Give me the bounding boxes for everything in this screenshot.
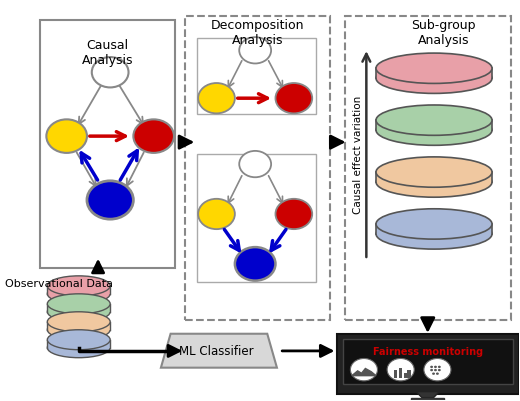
Polygon shape <box>161 334 277 368</box>
Circle shape <box>432 373 435 375</box>
Ellipse shape <box>47 302 110 322</box>
Circle shape <box>438 366 441 368</box>
FancyBboxPatch shape <box>197 39 316 115</box>
Circle shape <box>87 181 133 220</box>
Bar <box>399 368 402 378</box>
Polygon shape <box>376 121 492 131</box>
FancyBboxPatch shape <box>345 17 511 320</box>
Ellipse shape <box>47 294 110 314</box>
Polygon shape <box>352 369 376 376</box>
Circle shape <box>276 199 312 229</box>
Circle shape <box>235 247 276 281</box>
Text: Decomposition
Analysis: Decomposition Analysis <box>211 19 304 47</box>
Bar <box>394 371 397 378</box>
Polygon shape <box>47 304 110 312</box>
Circle shape <box>133 120 174 154</box>
Text: Sub-group
Analysis: Sub-group Analysis <box>411 19 476 47</box>
FancyBboxPatch shape <box>197 155 316 282</box>
FancyBboxPatch shape <box>185 17 330 320</box>
Circle shape <box>276 84 312 114</box>
Text: Causal
Analysis: Causal Analysis <box>82 39 134 67</box>
Circle shape <box>430 369 433 371</box>
Circle shape <box>434 366 437 368</box>
Ellipse shape <box>47 284 110 304</box>
Circle shape <box>387 358 414 381</box>
Circle shape <box>438 369 441 371</box>
Circle shape <box>198 199 235 229</box>
Text: Causal effect variation: Causal effect variation <box>353 96 363 214</box>
Circle shape <box>239 38 271 64</box>
Polygon shape <box>47 286 110 294</box>
Circle shape <box>350 358 378 381</box>
Circle shape <box>239 152 271 178</box>
Polygon shape <box>47 322 110 330</box>
Text: ML Classifier: ML Classifier <box>179 344 254 358</box>
Ellipse shape <box>376 64 492 94</box>
Ellipse shape <box>376 115 492 146</box>
Ellipse shape <box>47 320 110 340</box>
Bar <box>408 370 411 378</box>
Text: Observational Data: Observational Data <box>5 278 113 288</box>
Ellipse shape <box>47 312 110 332</box>
Ellipse shape <box>376 168 492 198</box>
FancyBboxPatch shape <box>337 334 518 394</box>
Circle shape <box>430 366 433 368</box>
Circle shape <box>436 373 439 375</box>
Polygon shape <box>376 69 492 79</box>
Ellipse shape <box>376 209 492 239</box>
Polygon shape <box>47 340 110 348</box>
Text: Fairness monitoring: Fairness monitoring <box>373 346 483 356</box>
Ellipse shape <box>376 219 492 249</box>
Circle shape <box>424 358 451 381</box>
Circle shape <box>198 84 235 114</box>
Polygon shape <box>376 172 492 182</box>
FancyBboxPatch shape <box>343 339 513 385</box>
Polygon shape <box>376 225 492 234</box>
Bar <box>404 373 407 378</box>
Ellipse shape <box>47 276 110 296</box>
Circle shape <box>46 120 87 154</box>
FancyBboxPatch shape <box>40 21 175 268</box>
Ellipse shape <box>47 330 110 350</box>
Ellipse shape <box>376 106 492 136</box>
Circle shape <box>434 369 437 371</box>
Polygon shape <box>411 398 444 400</box>
Ellipse shape <box>47 338 110 358</box>
Ellipse shape <box>376 158 492 188</box>
Circle shape <box>92 58 128 88</box>
Ellipse shape <box>376 54 492 84</box>
Polygon shape <box>416 392 439 398</box>
